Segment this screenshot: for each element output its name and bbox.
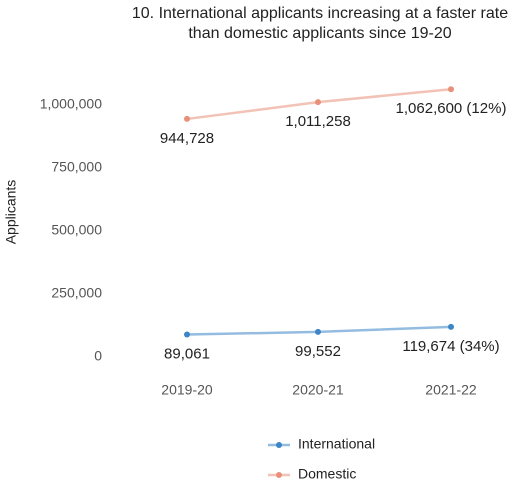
point bbox=[448, 86, 454, 93]
legend-label: Domestic bbox=[298, 466, 356, 482]
point bbox=[315, 328, 321, 335]
y-tick-label: 250,000 bbox=[51, 285, 102, 301]
point bbox=[184, 331, 190, 338]
y-axis-label: Applicants bbox=[3, 180, 19, 245]
data-label: 119,674 (34%) bbox=[402, 338, 499, 355]
legend-marker bbox=[276, 472, 282, 478]
data-label: 1,011,258 bbox=[285, 113, 351, 130]
data-label: 99,552 bbox=[295, 343, 341, 360]
data-label: 1,062,600 (12%) bbox=[396, 100, 507, 117]
point bbox=[315, 99, 321, 106]
legend-marker bbox=[276, 442, 282, 448]
x-tick-label: 2021-22 bbox=[425, 382, 477, 398]
x-tick-label: 2020-21 bbox=[292, 382, 344, 398]
point bbox=[184, 115, 190, 122]
point bbox=[448, 323, 454, 330]
y-tick-label: 500,000 bbox=[51, 222, 102, 238]
y-tick-label: 0 bbox=[94, 348, 102, 364]
legend-label: International bbox=[298, 436, 375, 452]
data-label: 944,728 bbox=[160, 130, 214, 147]
chart-title: 10. International applicants increasing … bbox=[132, 5, 508, 22]
y-tick-label: 750,000 bbox=[51, 159, 102, 175]
chart-title: than domestic applicants since 19-20 bbox=[188, 25, 451, 42]
x-tick-label: 2019-20 bbox=[161, 382, 213, 398]
y-tick-label: 1,000,000 bbox=[40, 96, 102, 112]
data-label: 89,061 bbox=[164, 346, 210, 363]
